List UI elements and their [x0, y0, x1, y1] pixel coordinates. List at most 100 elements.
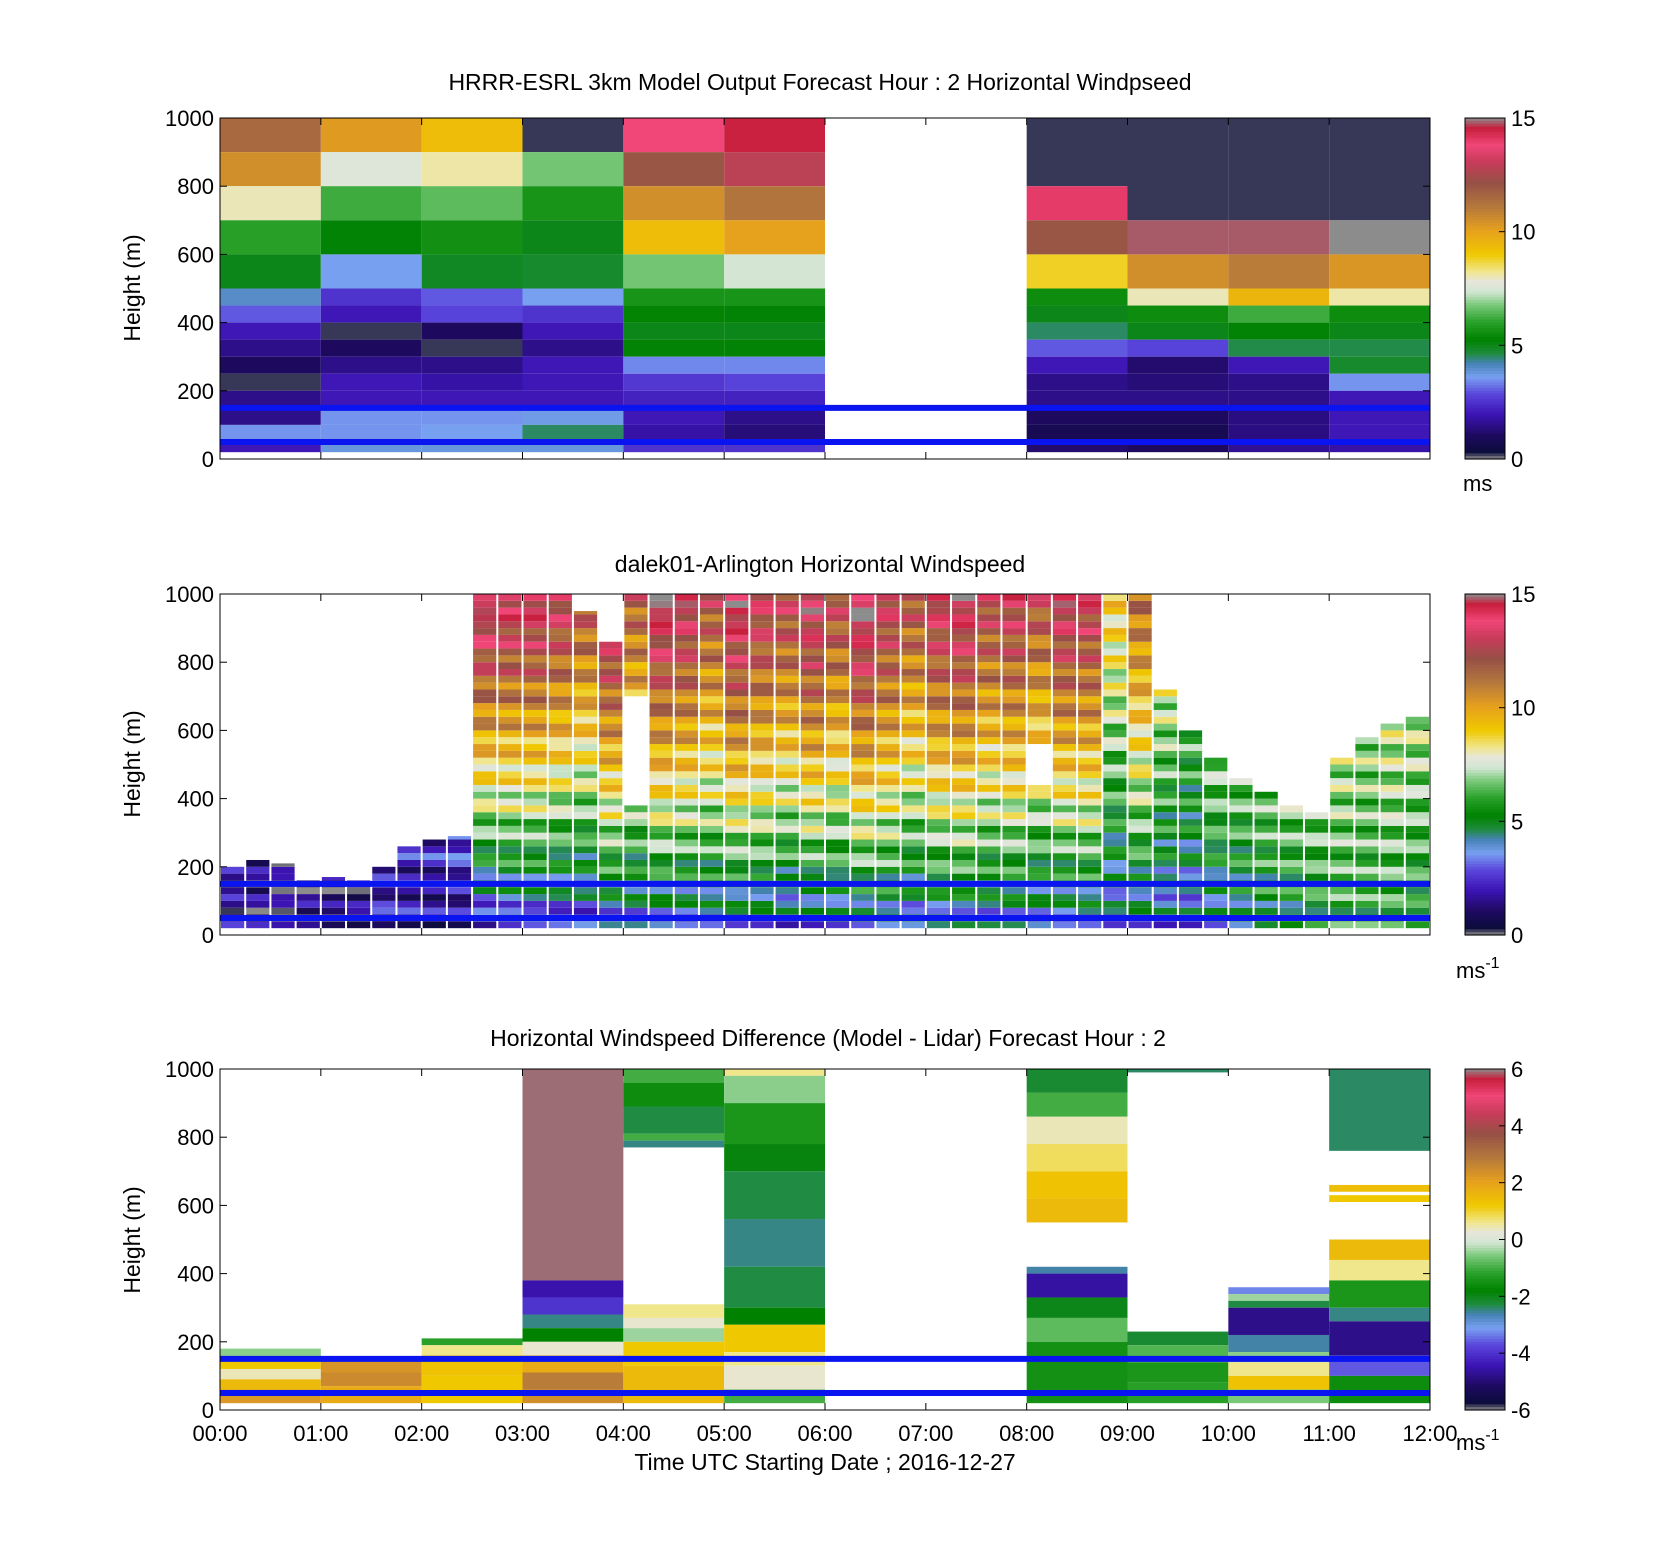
heatmap-cell	[473, 771, 497, 779]
heatmap-cell	[573, 859, 598, 867]
heatmap-cell	[1279, 812, 1303, 820]
heatmap-cell	[1078, 859, 1102, 867]
heatmap-cell	[699, 744, 724, 751]
colorbar-segment	[1465, 1148, 1505, 1153]
heatmap-cell	[826, 662, 850, 670]
heatmap-cell	[1254, 805, 1278, 813]
heatmap-cell	[750, 730, 774, 738]
heatmap-cell	[347, 894, 371, 901]
colorbar-segment	[1465, 733, 1505, 737]
heatmap-cell	[775, 819, 799, 826]
x-tick-label: 02:00	[394, 1421, 449, 1446]
heatmap-cell	[599, 703, 623, 710]
heatmap-cell	[296, 887, 320, 895]
heatmap-cell	[649, 859, 673, 867]
heatmap-cell	[926, 757, 951, 765]
heatmap-cell	[523, 607, 547, 615]
colorbar-segment	[1465, 206, 1505, 210]
colorbar-segment	[1465, 294, 1505, 298]
heatmap-cell	[523, 798, 547, 806]
heatmap-cell	[649, 696, 673, 704]
heatmap-cell	[649, 730, 673, 738]
heatmap-cell	[523, 594, 547, 601]
heatmap-cell	[926, 791, 951, 799]
colorbar-segment	[1465, 1228, 1505, 1232]
heatmap-cell	[1127, 305, 1229, 323]
heatmap-cell	[952, 757, 976, 765]
heatmap-cell	[548, 723, 572, 731]
colorbar-segment	[1465, 1290, 1505, 1295]
heatmap-cell	[321, 921, 346, 929]
heatmap-cell	[523, 614, 547, 622]
heatmap-cell	[624, 832, 648, 840]
heatmap-cell	[1002, 757, 1026, 765]
colorbar-segment	[1465, 721, 1505, 726]
heatmap-cell	[1279, 825, 1303, 833]
heatmap-cell	[876, 900, 900, 908]
heatmap-cell	[800, 750, 824, 758]
heatmap-cell	[1355, 778, 1379, 785]
heatmap-cell	[1002, 750, 1026, 758]
heatmap-cell	[1355, 784, 1379, 792]
heatmap-cell	[1002, 628, 1026, 635]
heatmap-cell	[473, 703, 497, 710]
heatmap-cell	[977, 703, 1001, 710]
colorbar-segment	[1465, 1407, 1505, 1411]
heatmap-cell	[421, 220, 523, 255]
heatmap-cell	[1153, 887, 1177, 895]
heatmap-cell	[1228, 390, 1330, 408]
heatmap-cell	[1002, 791, 1026, 799]
colorbar-segment	[1465, 761, 1505, 766]
heatmap-cell	[421, 1338, 523, 1346]
heatmap-cell	[1204, 825, 1228, 833]
heatmap-cell	[624, 887, 648, 895]
heatmap-cell	[649, 907, 673, 915]
heatmap-cell	[1228, 1294, 1330, 1301]
heatmap-cell	[623, 288, 725, 306]
heatmap-cell	[826, 607, 850, 615]
heatmap-cell	[851, 846, 875, 854]
heatmap-cell	[876, 825, 900, 833]
heatmap-cell	[1304, 859, 1329, 867]
heatmap-cell	[725, 900, 749, 908]
colorbar-segment	[1465, 594, 1505, 598]
heatmap-cell	[523, 819, 547, 826]
heatmap-cell	[901, 846, 925, 854]
heatmap-cell	[1279, 859, 1303, 867]
heatmap-cell	[473, 682, 497, 690]
heatmap-cell	[1002, 853, 1026, 860]
colorbar-segment	[1465, 1256, 1505, 1260]
heatmap-cell	[1128, 825, 1152, 833]
colorbar-segment	[1465, 804, 1505, 808]
heatmap-cell	[1002, 832, 1026, 840]
heatmap-cell	[876, 839, 900, 847]
heatmap-cell	[876, 723, 900, 731]
heatmap-cell	[1330, 921, 1354, 929]
heatmap-cell	[624, 907, 648, 915]
colorbar-segment	[1465, 1319, 1505, 1323]
heatmap-cell	[699, 614, 724, 622]
colorbar-segment	[1465, 453, 1505, 457]
heatmap-cell	[1078, 628, 1102, 635]
heatmap-cell	[1026, 339, 1128, 357]
heatmap-cell	[498, 846, 522, 854]
heatmap-cell	[1002, 655, 1026, 663]
heatmap-cell	[750, 662, 774, 670]
heatmap-cell	[1127, 288, 1229, 306]
heatmap-cell	[699, 723, 724, 731]
heatmap-cell	[1355, 744, 1379, 751]
heatmap-cell	[699, 634, 724, 642]
heatmap-cell	[826, 594, 850, 601]
heatmap-cell	[1229, 921, 1253, 929]
x-tick-label: 00:00	[192, 1421, 247, 1446]
heatmap-cell	[674, 744, 698, 751]
heatmap-cell	[699, 812, 724, 820]
heatmap-cell	[674, 784, 698, 792]
heatmap-cell	[649, 764, 673, 772]
heatmap-cell	[624, 689, 648, 697]
heatmap-cell	[246, 907, 270, 915]
heatmap-cell	[220, 1379, 321, 1390]
heatmap-cell	[699, 907, 724, 915]
colorbar-segment	[1465, 160, 1505, 165]
heatmap-cell	[901, 887, 925, 895]
